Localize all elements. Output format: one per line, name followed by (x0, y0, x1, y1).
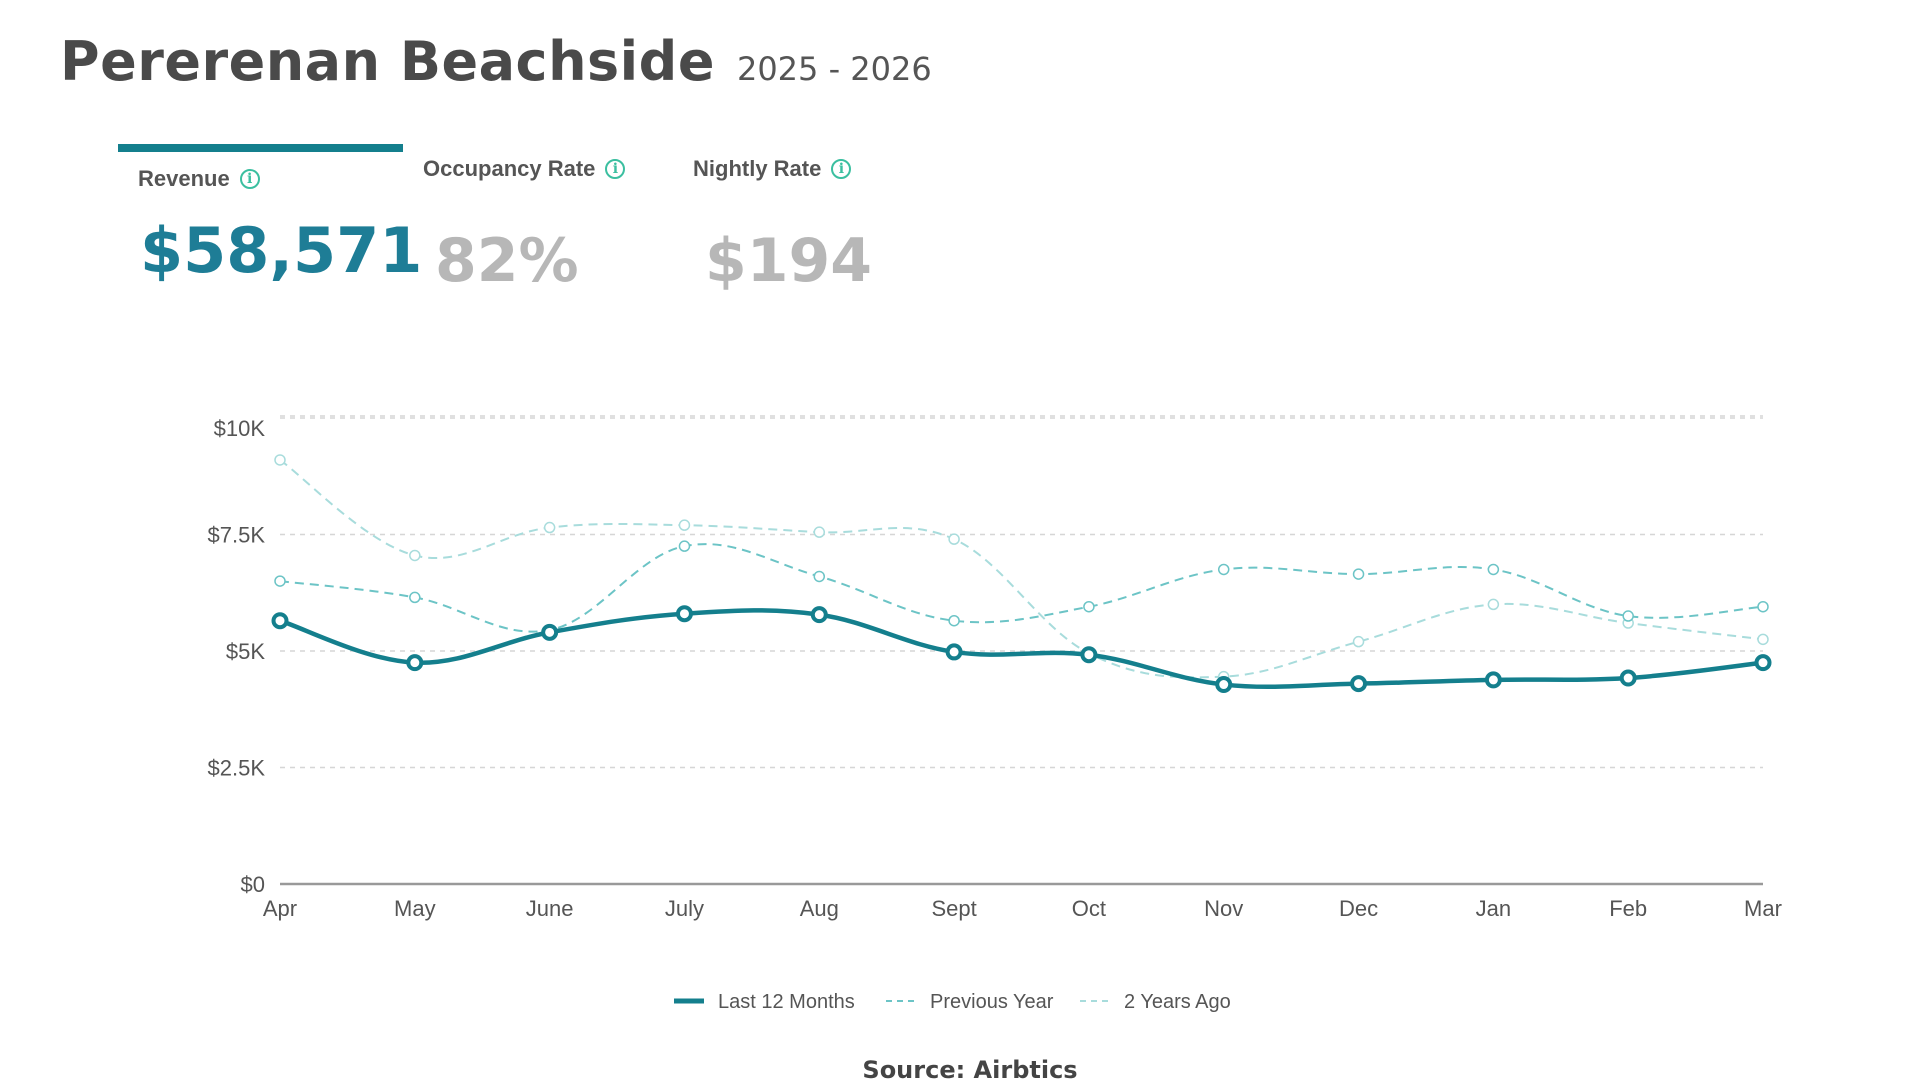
x-tick-label: June (526, 896, 574, 921)
data-point (1757, 600, 1769, 613)
data-point (274, 454, 286, 466)
data-point (409, 549, 421, 562)
x-tick-label: Apr (263, 896, 297, 921)
info-icon[interactable]: i (831, 159, 852, 179)
tab-occupancy-label: Occupancy Rate i (423, 156, 626, 182)
x-tick-label: July (665, 896, 704, 921)
data-point (678, 540, 691, 552)
page-subtitle: 2025 - 2026 (736, 50, 932, 88)
data-point (409, 591, 421, 604)
data-point (945, 643, 963, 661)
data-point (1622, 610, 1634, 622)
data-point (543, 521, 556, 534)
data-point (1487, 563, 1500, 576)
legend: Last 12 Months Previous Year 2 Years Ago (674, 991, 1231, 1013)
legend-label: 2 Years Ago (1124, 991, 1231, 1013)
active-tab-indicator (118, 144, 403, 152)
data-point (271, 612, 289, 630)
page-title: Pererenan Beachside (60, 30, 715, 93)
x-tick-label: Oct (1072, 896, 1106, 921)
data-point (1754, 654, 1772, 672)
data-point (274, 575, 286, 587)
y-tick-label: $5K (226, 639, 265, 664)
info-icon[interactable]: i (239, 169, 260, 189)
header: Pererenan Beachside 2025 - 2026 (60, 30, 932, 93)
data-point (1215, 676, 1233, 694)
series-layer (271, 454, 1772, 694)
data-point (948, 533, 960, 545)
series-line-1 (279, 543, 1764, 633)
x-tick-label: May (394, 896, 436, 921)
tab-revenue-label: Revenue i (138, 166, 260, 192)
data-point (1080, 646, 1098, 664)
x-tick-label: Dec (1339, 896, 1378, 921)
data-point (678, 519, 691, 531)
info-icon[interactable]: i (605, 159, 626, 179)
data-point (1757, 633, 1769, 646)
x-tick-label: Feb (1609, 896, 1647, 921)
data-point (1487, 598, 1500, 611)
data-point (1619, 669, 1637, 687)
kpi-tabs: Revenue i $58,571 Occupancy Rate i 82% N… (118, 144, 918, 304)
data-point (1217, 563, 1230, 576)
tab-revenue-label-text: Revenue (138, 166, 230, 191)
x-tick-label: Nov (1204, 896, 1243, 921)
y-tick-label: $0 (241, 872, 265, 897)
data-point (1352, 635, 1365, 648)
data-point (1350, 675, 1368, 693)
x-tick-label: Mar (1744, 896, 1782, 921)
data-point (675, 605, 693, 623)
y-tick-label: $2.5K (208, 756, 266, 781)
data-point (1083, 600, 1095, 613)
legend-label: Last 12 Months (718, 991, 855, 1013)
legend-label: Previous Year (930, 991, 1054, 1013)
grid-layer (280, 415, 1763, 769)
revenue-value: $58,571 (140, 214, 423, 287)
x-tick-label: Aug (800, 896, 839, 921)
axis-layer: $0 $2.5K $5K $7.5K $10K Apr May June July Aug Sept… (208, 416, 1782, 921)
data-point (813, 570, 826, 583)
y-tick-label: $10K (214, 416, 266, 441)
data-point (406, 654, 424, 672)
data-point (813, 526, 826, 538)
tab-nightly-label: Nightly Rate i (693, 156, 852, 182)
x-tick-label: Sept (931, 896, 976, 921)
occupancy-value: 82% (435, 226, 579, 296)
tab-occupancy-label-text: Occupancy Rate (423, 156, 596, 181)
series-line-2 (279, 459, 1764, 679)
nightly-rate-value: $194 (705, 226, 872, 296)
data-point (948, 614, 960, 627)
source-note: Source: Airbtics (862, 1056, 1078, 1084)
series-line-0 (279, 608, 1764, 690)
data-point (810, 606, 828, 624)
tab-nightly-label-text: Nightly Rate (693, 156, 822, 181)
data-point (541, 623, 559, 641)
data-point (1484, 671, 1502, 689)
x-tick-label: Jan (1476, 896, 1511, 921)
data-point (1352, 568, 1365, 580)
y-tick-label: $7.5K (208, 523, 266, 548)
